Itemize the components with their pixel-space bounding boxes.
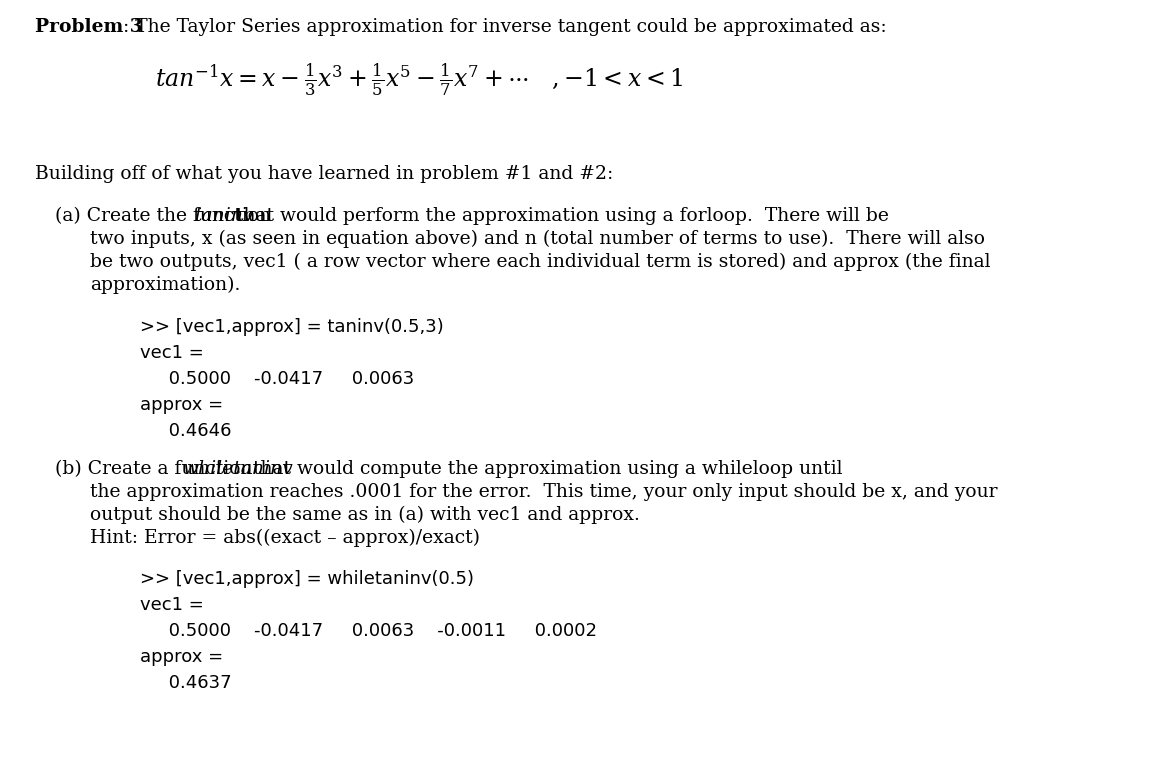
Text: that would perform the approximation using a forloop.  There will be: that would perform the approximation usi…: [230, 207, 889, 225]
Text: 0.5000    -0.0417     0.0063: 0.5000 -0.0417 0.0063: [141, 370, 415, 388]
Text: the approximation reaches .0001 for the error.  This time, your only input shoul: the approximation reaches .0001 for the …: [90, 483, 998, 501]
Text: output should be the same as in (a) with vec1 and approx.: output should be the same as in (a) with…: [90, 506, 639, 524]
Text: (b) Create a function: (b) Create a function: [55, 460, 258, 478]
Text: approximation).: approximation).: [90, 276, 241, 294]
Text: vec1 =: vec1 =: [141, 596, 204, 614]
Text: $\mathit{tan}^{-1}\mathit{x} = \mathit{x} - \frac{1}{3}\mathit{x}^3 + \frac{1}{5: $\mathit{tan}^{-1}\mathit{x} = \mathit{x…: [156, 62, 683, 99]
Text: >> [vec1,approx] = whiletaninv(0.5): >> [vec1,approx] = whiletaninv(0.5): [141, 570, 473, 588]
Text: vec1 =: vec1 =: [141, 344, 204, 362]
Text: : The Taylor Series approximation for inverse tangent could be approximated as:: : The Taylor Series approximation for in…: [123, 18, 887, 36]
Text: Problem 3: Problem 3: [35, 18, 143, 36]
Text: taninv: taninv: [195, 207, 255, 225]
Text: 0.4637: 0.4637: [141, 674, 232, 692]
Text: whiletaninv: whiletaninv: [183, 460, 294, 478]
Text: two inputs, x (as seen in equation above) and n (total number of terms to use). : two inputs, x (as seen in equation above…: [90, 230, 985, 248]
Text: Building off of what you have learned in problem #1 and #2:: Building off of what you have learned in…: [35, 165, 613, 183]
Text: 0.5000    -0.0417     0.0063    -0.0011     0.0002: 0.5000 -0.0417 0.0063 -0.0011 0.0002: [141, 622, 597, 640]
Text: (a) Create the function: (a) Create the function: [55, 207, 276, 225]
Text: approx =: approx =: [141, 396, 223, 414]
Text: 0.4646: 0.4646: [141, 422, 232, 440]
Text: >> [vec1,approx] = taninv(0.5,3): >> [vec1,approx] = taninv(0.5,3): [141, 318, 444, 336]
Text: that would compute the approximation using a whileloop until: that would compute the approximation usi…: [248, 460, 843, 478]
Text: be two outputs, vec1 ( a row vector where each individual term is stored) and ap: be two outputs, vec1 ( a row vector wher…: [90, 253, 991, 271]
Text: Hint: Error = abs((exact – approx)/exact): Hint: Error = abs((exact – approx)/exact…: [90, 529, 480, 547]
Text: approx =: approx =: [141, 648, 223, 666]
